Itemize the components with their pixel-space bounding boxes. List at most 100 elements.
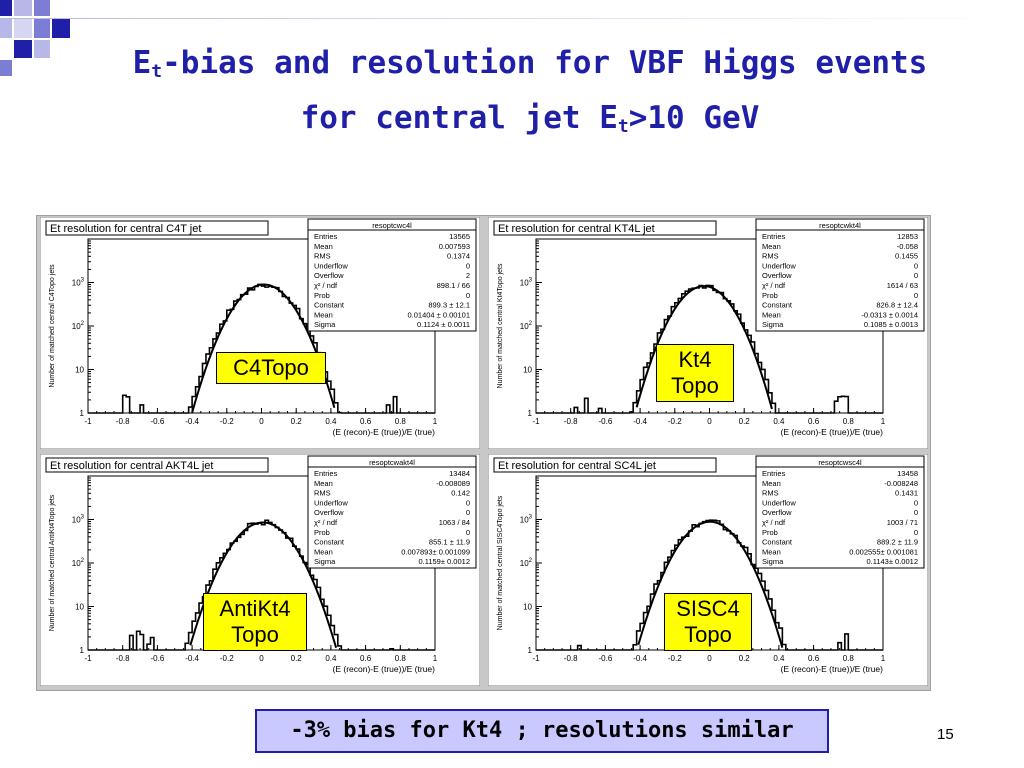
stats-box <box>755 455 925 569</box>
x-axis-label: (E (recon)-E (true))/E (true) <box>333 664 436 674</box>
stats-value: 0.1455 <box>895 252 918 261</box>
stats-label: Underflow <box>762 498 796 507</box>
stats-label: Underflow <box>314 498 348 507</box>
x-tick-label: 0.4 <box>325 654 337 663</box>
y-tick-label: 10 <box>523 603 532 612</box>
stats-value: 0 <box>466 291 470 300</box>
y-tick-label: 102 <box>72 321 85 331</box>
stats-label: Overflow <box>762 508 792 517</box>
x-tick-label: 1 <box>433 654 438 663</box>
stats-label: Sigma <box>314 320 336 329</box>
stats-label: Prob <box>314 528 330 537</box>
stats-label: χ² / ndf <box>314 518 338 527</box>
stats-label: Prob <box>762 291 778 300</box>
stats-value: -0.058 <box>897 242 918 251</box>
chart-svg: Et resolution for central AKT4L jet -1 -0.… <box>40 454 480 686</box>
stats-value: 0.007593 <box>439 242 470 251</box>
chart-svg: Et resolution for central SC4L jet -1 -0.8… <box>488 454 928 686</box>
stats-label: Mean <box>314 479 333 488</box>
stats-title: resoptcwc4l <box>372 221 412 230</box>
stats-label: Underflow <box>762 261 796 270</box>
x-tick-label: 1 <box>433 417 438 426</box>
x-tick-label: 0.8 <box>395 654 407 663</box>
stats-label: Sigma <box>762 320 784 329</box>
stats-value: 0.1374 <box>447 252 470 261</box>
stats-label: Entries <box>314 232 338 241</box>
y-tick-label: 102 <box>520 321 533 331</box>
chart-title: Et resolution for central C4T jet <box>50 223 201 235</box>
stats-label: RMS <box>314 252 331 261</box>
x-tick-label: 0.8 <box>843 417 855 426</box>
stats-label: Mean <box>762 242 781 251</box>
stats-box <box>307 218 477 332</box>
x-axis-label: (E (recon)-E (true))/E (true) <box>781 664 884 674</box>
y-tick-exp: 3 <box>529 515 533 521</box>
x-tick-label: 0 <box>707 654 712 663</box>
y-tick-label: 102 <box>72 558 85 568</box>
y-tick-label: 10 <box>75 366 84 375</box>
stats-value: 0.1085 ± 0.0013 <box>864 320 918 329</box>
y-tick-label: 1 <box>528 646 533 655</box>
y-tick-exp: 3 <box>81 278 85 284</box>
stats-box <box>307 455 477 569</box>
stats-value: 0 <box>914 271 918 280</box>
stats-label: Overflow <box>314 508 344 517</box>
tag-kt4topo: Kt4 Topo <box>656 344 734 402</box>
stats-value: -0.0313 ± 0.0014 <box>861 310 918 319</box>
y-tick-label: 1 <box>80 646 85 655</box>
x-tick-label: 0.2 <box>291 417 303 426</box>
chart-c4topo: Et resolution for central C4T jet -1 -0.8 -… <box>40 217 480 449</box>
stats-label: Prob <box>314 291 330 300</box>
stats-value: 855.1 ± 11.9 <box>429 538 470 547</box>
stats-value: 0.1124 ± 0.0011 <box>417 320 470 329</box>
chart-title-box <box>45 220 269 236</box>
histogram-line <box>88 519 435 651</box>
stats-value: 0 <box>914 508 918 517</box>
chart-antikt4topo: Et resolution for central AKT4L jet -1 -0.… <box>40 454 480 686</box>
stats-value: 0 <box>914 291 918 300</box>
stats-value: 0.1431 <box>895 489 918 498</box>
y-tick-label: 1 <box>528 409 533 418</box>
x-tick-label: -0.6 <box>151 417 165 426</box>
x-axis-label: (E (recon)-E (true))/E (true) <box>333 427 436 437</box>
chart-title: Et resolution for central AKT4L jet <box>50 460 213 472</box>
x-tick-label: 0.6 <box>808 417 820 426</box>
stats-label: χ² / ndf <box>314 281 338 290</box>
y-tick-label: 103 <box>520 515 533 525</box>
x-tick-label: 0.2 <box>291 654 303 663</box>
chart-title: Et resolution for central KT4L jet <box>498 223 655 235</box>
stats-value: 899.3 ± 12.1 <box>428 301 470 310</box>
stats-value: 2 <box>466 271 470 280</box>
stats-title: resoptcwakt4l <box>369 458 415 467</box>
y-axis-label: Number of matched central Kt4Topo jets <box>497 263 504 388</box>
stats-value: 0 <box>914 528 918 537</box>
header-line <box>0 18 1024 19</box>
y-tick-label: 1 <box>80 409 85 418</box>
y-tick-exp: 2 <box>81 558 85 564</box>
stats-label: χ² / ndf <box>762 281 786 290</box>
chart-title: Et resolution for central SC4L jet <box>498 460 656 472</box>
stats-value: 1063 / 84 <box>439 518 470 527</box>
chart-svg: Et resolution for central KT4L jet -1 -0.8… <box>488 217 928 449</box>
stats-label: RMS <box>762 489 779 498</box>
y-tick-exp: 3 <box>529 278 533 284</box>
tag-sisc4topo: SISC4 Topo <box>664 593 752 651</box>
fit-curve <box>635 285 773 410</box>
histogram-line <box>536 284 883 414</box>
chart-title-box <box>493 220 717 236</box>
stats-label: Sigma <box>762 557 784 566</box>
x-tick-label: -0.2 <box>220 654 234 663</box>
x-tick-label: -0.4 <box>185 417 199 426</box>
x-tick-label: -1 <box>532 654 540 663</box>
y-tick-exp: 2 <box>529 558 533 564</box>
x-tick-label: 0.4 <box>325 417 337 426</box>
stats-value: 0 <box>466 498 470 507</box>
y-tick-label: 103 <box>72 515 85 525</box>
stats-label: Mean <box>762 310 781 319</box>
y-axis-label: Number of matched central AntiKt4Topo je… <box>49 494 56 631</box>
x-tick-label: 0 <box>259 417 264 426</box>
histogram-line <box>88 283 435 414</box>
x-tick-label: 0.4 <box>773 654 785 663</box>
stats-value: 826.8 ± 12.4 <box>876 301 918 310</box>
stats-title: resoptcwsc4l <box>818 458 862 467</box>
